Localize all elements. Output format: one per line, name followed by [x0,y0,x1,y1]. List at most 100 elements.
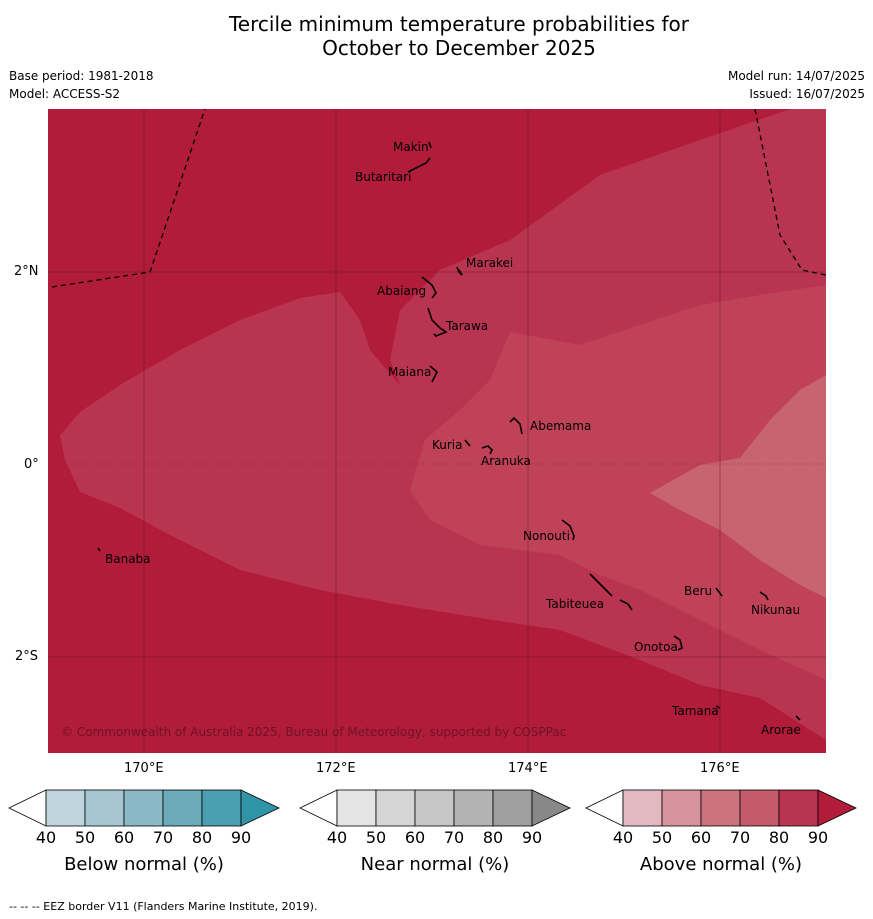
colorbar-extend-low [8,789,47,827]
island-tamana [715,705,721,709]
island-kuria [464,439,471,447]
lon-tick-176: 176°E [700,761,740,776]
colorbar-tick: 50 [74,828,96,847]
map-region-60 [650,375,826,598]
lon-tick-170: 170°E [124,761,164,776]
label-makin: Makin [393,140,429,154]
lat-tick-0: 0° [24,457,39,472]
colorbar-tick: 60 [113,828,135,847]
colorbar-label-above: Above normal (%) [639,854,803,875]
colorbar-segment-60 [414,789,455,827]
label-marakei: Marakei [466,256,513,270]
colorbar-segment-70 [739,789,780,827]
island-aranuka [481,445,493,455]
probability-map: Makin Butaritari Marakei Abaiang Tarawa … [48,109,826,753]
colorbar-segment-70 [162,789,203,827]
lon-tick-172: 172°E [316,761,356,776]
colorbar-tick: 40 [326,828,348,847]
colorbar-extend-high [531,789,571,827]
label-arorae: Arorae [761,723,801,737]
colorbar-tick: 70 [443,828,465,847]
label-tabiteuea: Tabiteuea [545,597,604,611]
lat-tick-2n: 2°N [14,264,39,279]
colorbar-tick: 60 [404,828,426,847]
island-banaba [97,547,101,552]
issued-date: Issued: 16/07/2025 [749,87,865,101]
island-beru [715,587,723,597]
title-line-2: October to December 2025 [322,36,596,60]
colorbar-near-normal [299,789,571,827]
colorbar-tick: 70 [152,828,174,847]
island-nikunau [759,591,769,601]
label-aranuka: Aranuka [481,454,531,468]
eez-border-west [51,109,206,288]
colorbar-tick: 50 [651,828,673,847]
island-abemama [509,416,523,435]
label-tarawa: Tarawa [445,319,488,333]
colorbar-extend-low [585,789,624,827]
colorbar-tick: 80 [191,828,213,847]
eez-border-east [754,109,826,276]
island-maiana [429,365,438,383]
map-region-70 [410,285,826,680]
island-butaritari [407,157,431,173]
colorbar-extend-high [240,789,280,827]
colorbar-tick: 40 [612,828,634,847]
colorbar-segment-50 [661,789,702,827]
colorbar-segment-80 [492,789,533,827]
colorbar-tick: 90 [521,828,543,847]
island-abaiang [421,276,437,299]
colorbar-segment-80 [201,789,242,827]
label-beru: Beru [684,584,712,598]
model-name: Model: ACCESS-S2 [9,87,121,101]
colorbar-segment-50 [375,789,416,827]
lon-tick-174: 174°E [508,761,548,776]
eez-footnote: -- -- -- EEZ border V11 (Flanders Marine… [9,900,318,913]
model-run: Model run: 14/07/2025 [727,69,865,83]
colorbar-segment-80 [778,789,819,827]
label-tamana: Tamana [671,704,719,718]
label-onotoa: Onotoa [634,640,678,654]
colorbar-extend-low [299,789,338,827]
label-banaba: Banaba [105,552,151,566]
colorbar-extend-high [817,789,857,827]
label-nonouti: Nonouti [523,529,570,543]
label-kuria: Kuria [432,438,463,452]
colorbar-segment-60 [123,789,164,827]
colorbar-segment-40 [45,789,86,827]
island-tarawa [427,307,448,337]
colorbar-tick: 80 [482,828,504,847]
colorbar-tick: 50 [365,828,387,847]
label-abaiang: Abaiang [377,284,426,298]
island-onotoa [673,635,683,651]
colorbar-above-normal [585,789,857,827]
colorbar-label-near: Near normal (%) [360,854,510,875]
colorbar-segment-40 [622,789,663,827]
label-abemama: Abemama [530,419,591,433]
island-tabiteuea [589,573,633,611]
colorbar-tick: 70 [729,828,751,847]
label-butaritari: Butaritari [355,170,412,184]
colorbar-tick: 60 [690,828,712,847]
island-nonouti [561,519,575,541]
copyright-notice: © Commonwealth of Australia 2025, Bureau… [61,725,566,739]
title-line-1: Tercile minimum temperature probabilitie… [228,12,690,36]
colorbar-below-normal [8,789,280,827]
colorbar-tick: 90 [807,828,829,847]
island-makin [428,141,432,149]
colorbar-segment-60 [700,789,741,827]
colorbar-label-below: Below normal (%) [64,854,224,875]
label-nikunau: Nikunau [751,603,800,617]
colorbar-segment-50 [84,789,125,827]
colorbar-tick: 40 [35,828,57,847]
colorbar-tick: 90 [230,828,252,847]
island-marakei [456,266,463,276]
label-maiana: Maiana [388,365,431,379]
colorbar-segment-40 [336,789,377,827]
island-arorae [795,715,801,721]
colorbar-segment-70 [453,789,494,827]
colorbar-tick: 80 [768,828,790,847]
lat-tick-2s: 2°S [15,649,39,664]
map-title: Tercile minimum temperature probabilitie… [0,12,873,60]
base-period: Base period: 1981-2018 [9,69,154,83]
